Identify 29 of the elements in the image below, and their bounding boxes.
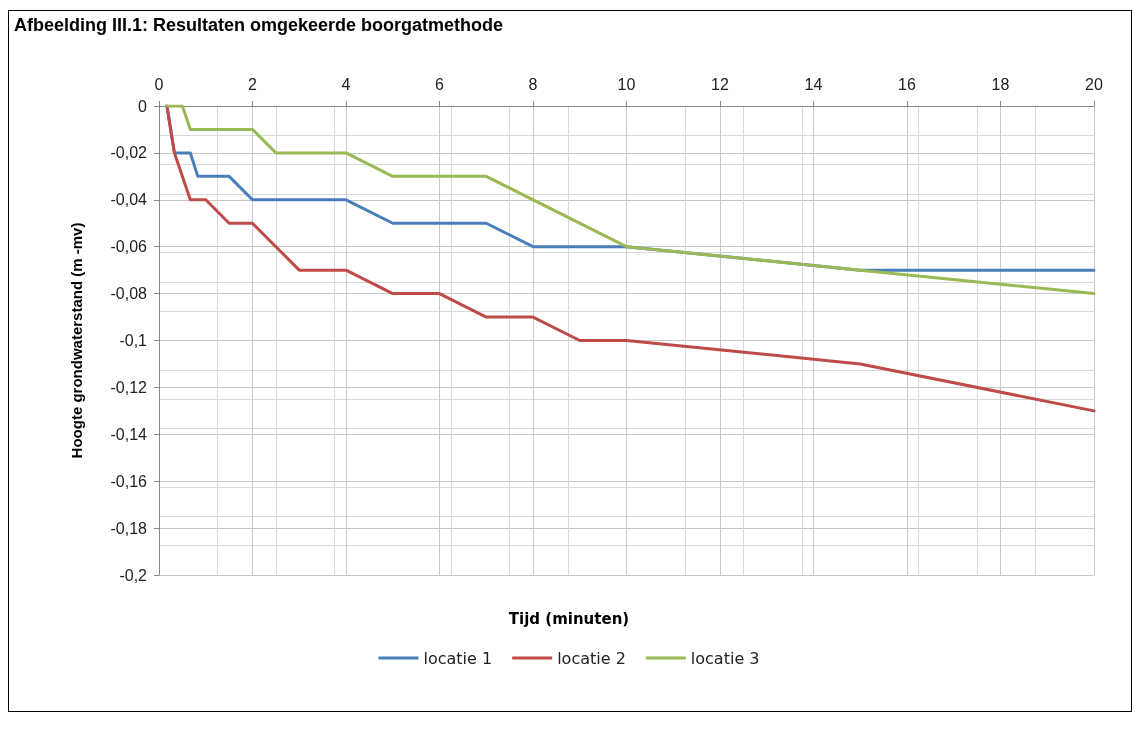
- x-tick-label: 2: [248, 75, 258, 93]
- x-tick-label: 6: [435, 75, 445, 93]
- x-tick-label: 8: [528, 75, 538, 93]
- y-tick-label: -0,04: [110, 191, 148, 209]
- y-tick-label: -0,12: [110, 378, 148, 396]
- x-tick-label: 18: [991, 75, 1010, 93]
- x-tick-label: 0: [154, 75, 164, 93]
- x-tick-label: 20: [1085, 75, 1103, 93]
- x-tick-label: 14: [804, 75, 823, 93]
- y-tick-label: -0,08: [110, 285, 148, 303]
- legend-label: locatie 1: [423, 648, 493, 668]
- y-tick-label: -0,18: [110, 519, 148, 537]
- line-series: [165, 104, 1096, 413]
- x-tick-label: 4: [341, 75, 351, 93]
- y-tick-label: -0,1: [119, 332, 148, 349]
- chart-title: Afbeelding III.1: Resultaten omgekeerde boorgatmethode: [14, 15, 504, 35]
- y-tick-label: 0: [138, 97, 148, 115]
- x-tick-label: 12: [711, 75, 729, 93]
- legend-label: locatie 3: [690, 648, 760, 668]
- x-tick-label: 10: [617, 75, 636, 93]
- y-tick-label: -0,06: [110, 238, 148, 256]
- y-tick-label: -0,2: [119, 566, 148, 584]
- y-tick-label: -0,14: [110, 425, 148, 443]
- y-tick-label: -0,02: [110, 144, 148, 162]
- x-tick-label: 16: [898, 75, 916, 93]
- x-axis-title: Tijd (minuten): [508, 609, 630, 628]
- legend-label: locatie 2: [557, 648, 626, 668]
- y-axis-title: Hoogte grondwaterstand (m -mv): [68, 222, 85, 459]
- y-tick-label: -0,16: [110, 472, 148, 490]
